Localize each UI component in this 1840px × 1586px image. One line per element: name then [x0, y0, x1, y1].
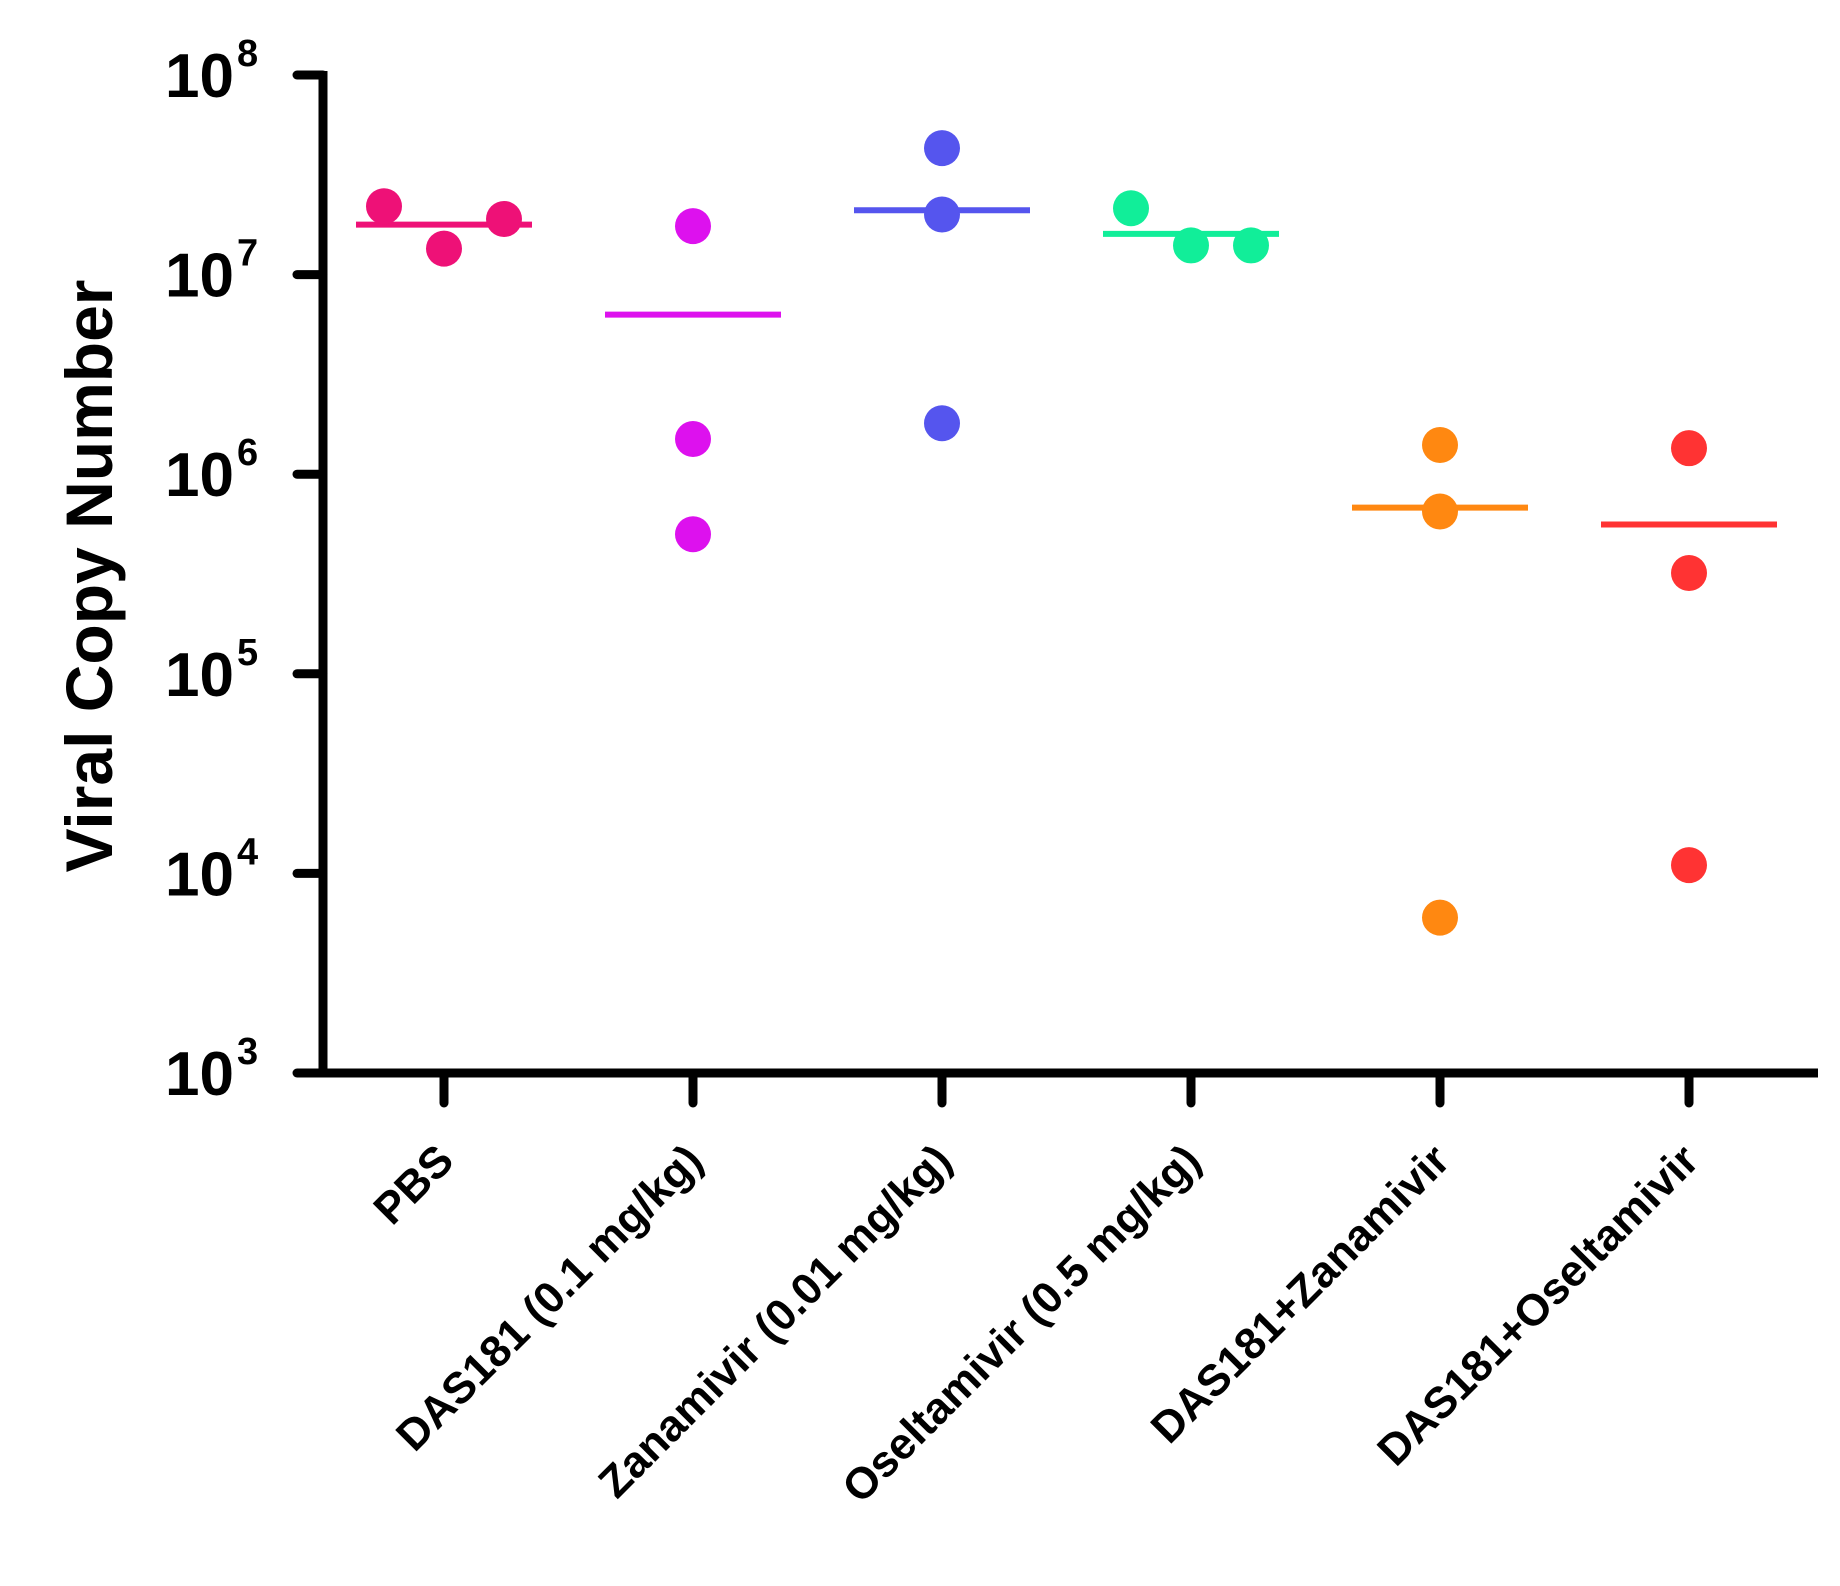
data-point: [675, 516, 711, 553]
y-tick-exponent: 3: [237, 1031, 258, 1073]
y-axis-label: Viral Copy Number: [52, 280, 126, 873]
data-point: [1422, 493, 1458, 530]
data-point: [1113, 190, 1149, 227]
data-point: [1422, 427, 1458, 464]
data-point: [1173, 227, 1209, 264]
data-point: [1233, 227, 1269, 264]
data-point: [426, 230, 462, 267]
y-tick-exponent: 6: [237, 432, 258, 474]
data-point: [1671, 554, 1707, 591]
data-point: [924, 130, 960, 167]
y-tick-label: 10: [165, 42, 234, 111]
mean-lines: [356, 207, 1777, 528]
y-tick-exponent: 8: [237, 33, 258, 75]
y-tick-label: 10: [165, 441, 234, 510]
y-tick-label: 10: [165, 242, 234, 311]
data-points: [366, 130, 1707, 936]
data-point: [924, 405, 960, 442]
y-tick-exponent: 7: [237, 233, 258, 275]
y-tick-exponent: 5: [237, 632, 258, 674]
data-point: [924, 196, 960, 233]
y-tick-label: 10: [165, 641, 234, 710]
data-point: [675, 421, 711, 458]
data-point: [366, 188, 402, 225]
y-tick-label: 10: [165, 1040, 234, 1109]
y-tick-label: 10: [165, 840, 234, 909]
y-tick-exponent: 4: [237, 831, 258, 873]
x-tick-label: PBS: [364, 1135, 463, 1234]
x-axis: [319, 1068, 1818, 1108]
data-point: [1671, 430, 1707, 467]
data-point: [1671, 847, 1707, 884]
data-point: [675, 208, 711, 245]
data-point: [486, 200, 522, 237]
data-point: [1422, 899, 1458, 936]
